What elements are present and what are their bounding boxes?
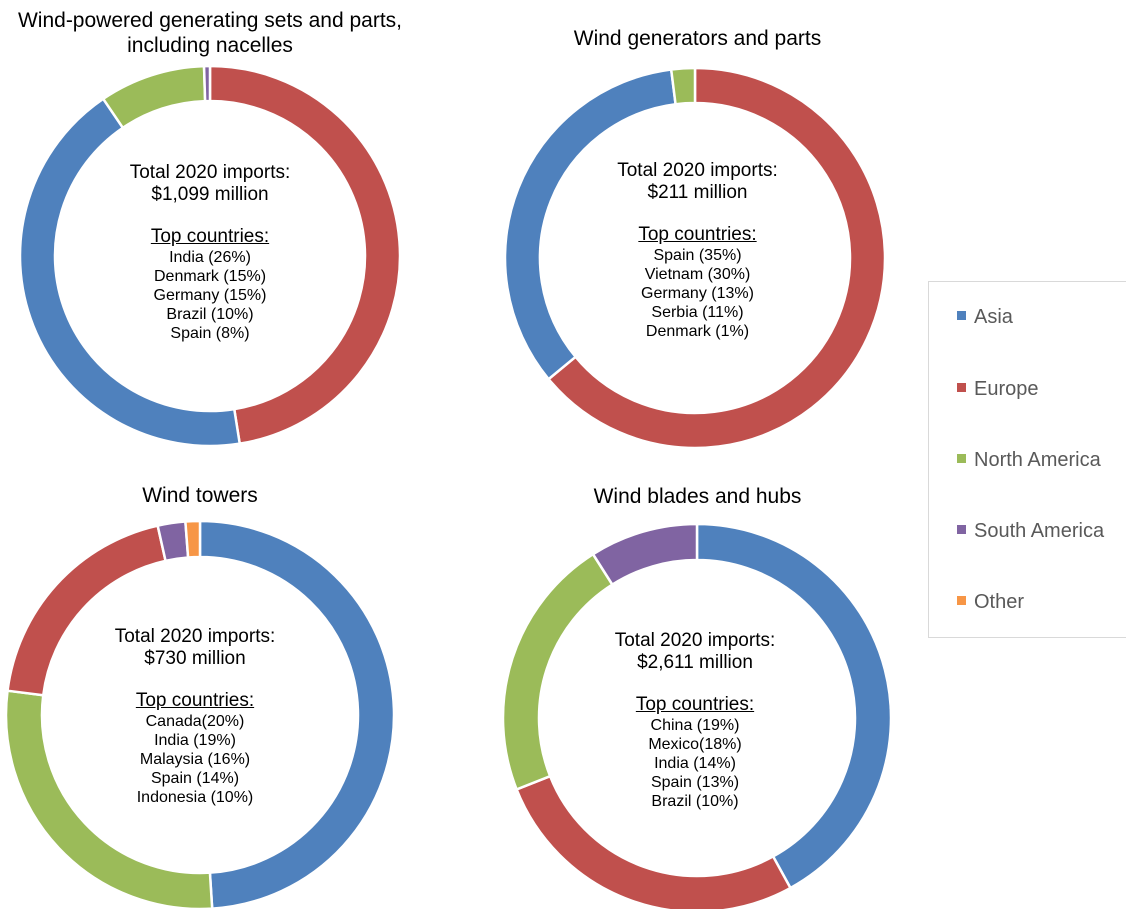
donut-slice-south-america [202, 64, 212, 103]
country-item: Serbia (11%) [651, 304, 744, 321]
donut-slice-europe [546, 66, 887, 450]
center-text-generating-sets: Total 2020 imports: $1,099 million Top c… [110, 162, 310, 343]
country-item: Spain (14%) [150, 770, 240, 787]
legend-item-asia: Asia [957, 306, 1013, 329]
top-countries-heading: Top countries: [638, 224, 757, 245]
legend-item-south-america: South America [957, 520, 1104, 543]
total-label: Total 2020 imports: [114, 626, 276, 647]
total-label: Total 2020 imports: [129, 162, 291, 183]
legend-label: Other [974, 591, 1025, 613]
legend-label: Europe [974, 378, 1039, 400]
country-item: Germany (13%) [641, 285, 754, 302]
legend-swatch [957, 311, 966, 321]
country-item: Denmark (15%) [153, 268, 267, 285]
donut-slice-other [184, 519, 202, 559]
donut-slice-europe [208, 64, 402, 446]
donut-slice-north-america [669, 66, 697, 106]
legend-swatch [957, 454, 966, 464]
chart-title-towers: Wind towers [142, 484, 258, 507]
chart-title-generators: Wind generators and parts [573, 27, 822, 50]
legend-label: North America [974, 449, 1101, 471]
country-item: Indonesia (10%) [136, 789, 254, 806]
country-item: India (26%) [169, 249, 251, 266]
total-value: $1,099 million [151, 184, 269, 205]
donut-slice-south-america [591, 522, 699, 587]
legend-label: Asia [974, 306, 1013, 328]
donut-slice-north-america [101, 64, 207, 130]
country-item: Brazil (10%) [651, 793, 739, 810]
country-item: Vietnam (30%) [644, 266, 751, 283]
country-item: India (19%) [154, 732, 236, 749]
country-item: Spain (13%) [650, 774, 740, 791]
total-label: Total 2020 imports: [614, 630, 776, 651]
top-countries-heading: Top countries: [150, 226, 270, 247]
country-item: Malaysia (16%) [139, 751, 251, 768]
country-item: India (14%) [654, 755, 736, 772]
center-text-towers: Total 2020 imports: $730 million Top cou… [95, 626, 295, 807]
country-item: Spain (8%) [170, 325, 250, 342]
legend-swatch [957, 525, 966, 535]
chart-title-generating-sets: Wind-powered generating sets and parts, … [17, 9, 403, 57]
center-text-generators: Total 2020 imports: $211 million Top cou… [595, 160, 800, 341]
legend: Asia Europe North America South America … [928, 281, 1126, 638]
top-countries-heading: Top countries: [635, 694, 755, 715]
country-item: Canada(20%) [145, 713, 245, 730]
legend-swatch [957, 596, 966, 606]
country-item: Mexico(18%) [648, 736, 742, 753]
legend-label: South America [974, 520, 1105, 542]
country-item: Brazil (10%) [166, 306, 254, 323]
donut-slice-asia [198, 519, 396, 909]
legend-swatch [957, 383, 966, 393]
country-item: Spain (35%) [653, 247, 742, 264]
country-item: Germany (15%) [153, 287, 267, 304]
total-value: $211 million [647, 182, 748, 203]
center-text-blades: Total 2020 imports: $2,611 million Top c… [595, 630, 795, 811]
total-label: Total 2020 imports: [617, 160, 778, 181]
legend-item-north-america: North America [957, 449, 1101, 472]
country-item: Denmark (1%) [645, 323, 750, 340]
total-value: $2,611 million [637, 652, 753, 673]
top-countries-heading: Top countries: [135, 690, 255, 711]
total-value: $730 million [144, 648, 246, 669]
country-item: China (19%) [650, 717, 740, 734]
legend-item-europe: Europe [957, 378, 1039, 401]
legend-item-other: Other [957, 591, 1024, 614]
donut-slice-asia [695, 522, 893, 890]
chart-title-blades: Wind blades and hubs [593, 485, 802, 508]
